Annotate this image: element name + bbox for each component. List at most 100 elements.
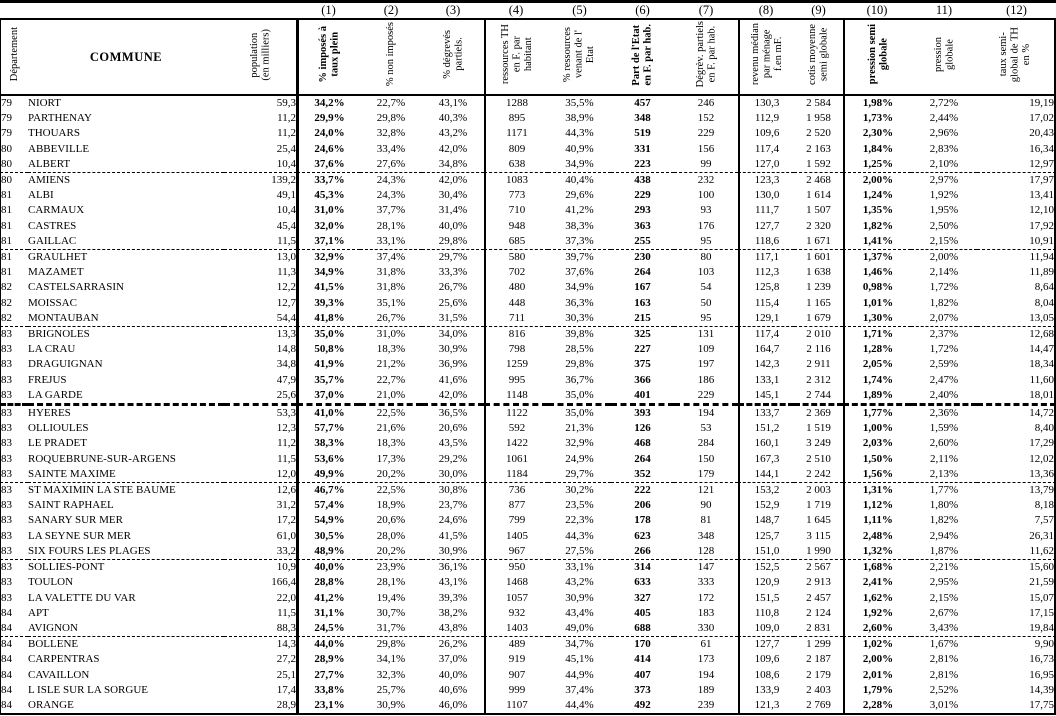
departement-cell: 80 <box>0 173 28 189</box>
population-cell: 12,7 <box>224 295 297 311</box>
commune-cell: CARPENTRAS <box>28 653 100 666</box>
value-cell: 43,1% <box>438 576 468 589</box>
value-cell: 948 <box>484 218 548 234</box>
value-cell: 117,1 <box>738 250 794 266</box>
value-cell: 109,6 <box>738 126 794 142</box>
value-cell: 638 <box>484 156 548 174</box>
population-cell: 54,4 <box>224 310 297 328</box>
value-cell: 2,97% <box>929 174 959 187</box>
value-cell: 152,9 <box>738 498 794 514</box>
column-number <box>224 0 297 20</box>
population-cell: 13,0 <box>224 250 297 266</box>
table-row: 83 BRIGNOLES 13,3 35,0% 31,0% 34,0% 816 39,8% 32… <box>0 327 1056 343</box>
value-cell: 1,56% <box>843 466 911 484</box>
value-cell: 229 <box>674 388 738 407</box>
value-cell: 21,0% <box>360 388 422 407</box>
value-cell: 2,52% <box>929 683 959 696</box>
table-row: 84 APT 11,5 31,1% 30,7% 38,2% 932 43,4% 405 183 11… <box>0 605 1056 621</box>
value-cell: 1,02% <box>843 637 911 653</box>
value-cell: 110,8 <box>738 605 794 621</box>
value-cell: 37,0% <box>297 387 360 407</box>
value-cell: 33,4% <box>376 142 406 155</box>
value-cell: 480 <box>484 280 548 296</box>
population-cell: 10,4 <box>224 156 297 174</box>
population-cell: 12,0 <box>224 466 297 484</box>
value-cell: 2 468 <box>806 174 831 187</box>
commune-cell: CASTRES <box>28 219 77 232</box>
value-cell: 0,98% <box>843 280 911 296</box>
value-cell: 1,92% <box>929 189 959 202</box>
value-cell: 363 <box>634 219 651 232</box>
population-cell: 49,1 <box>224 188 297 204</box>
value-cell: 27,5% <box>548 544 611 561</box>
value-cell: 95 <box>674 311 738 328</box>
value-cell: 1184 <box>484 466 548 484</box>
departement-cell: 81 <box>0 203 28 219</box>
value-cell: 39,3% <box>297 295 360 311</box>
value-cell: 37,6% <box>565 266 594 279</box>
value-cell: 1,35% <box>843 203 911 219</box>
value-cell: 127,7 <box>738 637 794 653</box>
value-cell: 967 <box>484 543 548 561</box>
value-cell: 172 <box>697 591 715 604</box>
value-cell: 48,9% <box>297 543 360 561</box>
value-cell: 2,44% <box>929 112 959 125</box>
value-cell: 1,32% <box>843 543 911 561</box>
value-cell: 330 <box>674 621 738 638</box>
value-cell: 189 <box>697 683 715 696</box>
value-cell: 1 165 <box>806 296 831 309</box>
column-header-label: pression semi globale <box>866 24 890 85</box>
table-row: 82 CASTELSARRASIN 12,2 41,5% 31,8% 26,7% 480 34… <box>0 280 1056 296</box>
value-cell: 12,10 <box>977 203 1056 219</box>
column-number: (5) <box>548 0 611 20</box>
table-row: 81 GRAULHET 13,0 32,9% 37,4% 29,7% 580 39,7% 230… <box>0 250 1056 266</box>
value-cell: 255 <box>611 234 674 251</box>
value-cell: 34,7% <box>565 638 594 651</box>
value-cell: 325 <box>634 328 651 341</box>
value-cell: 34,0% <box>438 328 468 341</box>
value-cell: 41,2% <box>565 204 594 217</box>
value-cell: 61 <box>700 638 712 651</box>
value-cell: 24,3% <box>376 174 406 187</box>
value-cell: 3,01% <box>911 698 977 716</box>
value-cell: 223 <box>611 157 674 174</box>
value-cell: 7,57 <box>977 513 1056 529</box>
value-cell: 34,1% <box>376 653 406 666</box>
table-row: 83 TOULON 166,4 28,8% 28,1% 43,1% 1468 43,2% 633… <box>0 575 1056 591</box>
value-cell: 15,07 <box>977 590 1056 606</box>
value-cell: 17,92 <box>977 218 1056 234</box>
value-cell: 1288 <box>484 96 548 112</box>
population-cell: 59,3 <box>224 96 297 112</box>
column-header-label: ressources TH en F. par habitant <box>499 24 534 85</box>
value-cell: 37,6% <box>297 156 360 174</box>
commune-cell: FREJUS <box>28 373 67 386</box>
departement-cell: 83 <box>0 528 28 544</box>
value-cell: 9,90 <box>977 637 1056 653</box>
value-cell: 1,87% <box>911 544 977 561</box>
value-cell: 28,9% <box>297 652 360 668</box>
commune-cell: LE PRADET <box>28 437 87 450</box>
value-cell: 1,73% <box>843 111 911 127</box>
value-cell: 26,2% <box>438 638 468 651</box>
column-number: (10) <box>843 0 911 20</box>
population-cell: 11,3 <box>224 265 297 281</box>
value-cell: 266 <box>611 544 674 561</box>
value-cell: 1,62% <box>843 590 911 606</box>
population-cell: 47,9 <box>224 372 297 388</box>
value-cell: 34,2% <box>297 96 360 112</box>
value-cell: 33,3% <box>438 266 468 279</box>
value-cell: 42,0% <box>438 174 468 187</box>
value-cell: 44,9% <box>565 668 594 681</box>
value-cell: 33,8% <box>297 682 360 698</box>
value-cell: 38,2% <box>438 606 468 619</box>
value-cell: 1,72% <box>929 343 959 356</box>
value-cell: 21,6% <box>376 422 406 435</box>
value-cell: 28,1% <box>376 219 406 232</box>
value-cell: 178 <box>634 514 651 527</box>
value-cell: 38,3% <box>297 436 360 452</box>
value-cell: 43,5% <box>438 437 468 450</box>
value-cell: 1,50% <box>843 451 911 467</box>
population-cell: 10,9 <box>224 560 297 576</box>
column-header-label: Département <box>8 27 20 82</box>
value-cell: 40,9% <box>565 142 594 155</box>
